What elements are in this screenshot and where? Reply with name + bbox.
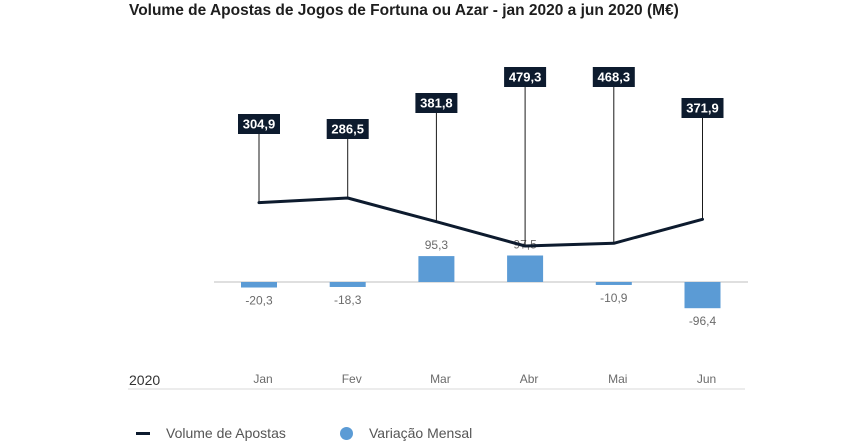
bar-label-jan: -20,3	[245, 294, 273, 308]
bar-variacao-jun	[684, 282, 721, 309]
legend: Volume de Apostas Variação Mensal	[0, 425, 850, 445]
value-box-jan	[238, 114, 280, 134]
bar-variacao-abr	[507, 255, 544, 282]
value-box-fev	[326, 119, 369, 139]
line-volume-apostas	[257, 196, 704, 248]
year-label: 2020	[129, 372, 160, 388]
value-label-abr: 479,3	[509, 70, 542, 85]
bar-variacao-fev	[329, 282, 366, 287]
bar-label-mai: -10,9	[600, 291, 628, 305]
bar-label-fev: -18,3	[334, 293, 362, 307]
value-label-jan: 304,9	[243, 117, 276, 132]
bar-variacao-jan	[241, 282, 277, 288]
bar-label-mar: 95,3	[425, 238, 449, 252]
legend-label-variacao: Variação Mensal	[369, 425, 473, 441]
bar-variacao-mai	[595, 282, 632, 285]
value-box-jun	[681, 98, 724, 118]
x-tick-abr: Abr	[520, 372, 539, 386]
legend-line-marker	[136, 431, 150, 435]
legend-item-volume: Volume de Apostas	[136, 425, 286, 441]
legend-label-volume: Volume de Apostas	[166, 425, 286, 441]
value-label-mar: 381,8	[420, 96, 453, 111]
x-tick-jun: Jun	[697, 372, 716, 386]
legend-item-variacao: Variação Mensal	[340, 425, 472, 441]
x-tick-mar: Mar	[430, 372, 451, 386]
x-tick-mai: Mai	[608, 372, 627, 386]
legend-dot-marker	[340, 426, 353, 440]
bar-variacao-mar	[418, 256, 455, 282]
chart-title: Volume de Apostas de Jogos de Fortuna ou…	[129, 2, 679, 19]
x-tick-fev: Fev	[342, 372, 362, 386]
value-box-abr	[504, 67, 547, 87]
value-label-fev: 286,5	[331, 122, 364, 137]
value-label-jun: 371,9	[686, 101, 719, 116]
value-box-mai	[592, 67, 635, 87]
bar-label-jun: -96,4	[689, 314, 717, 328]
value-label-mai: 468,3	[598, 70, 631, 85]
value-box-mar	[415, 93, 458, 113]
x-tick-jan: Jan	[253, 372, 272, 386]
